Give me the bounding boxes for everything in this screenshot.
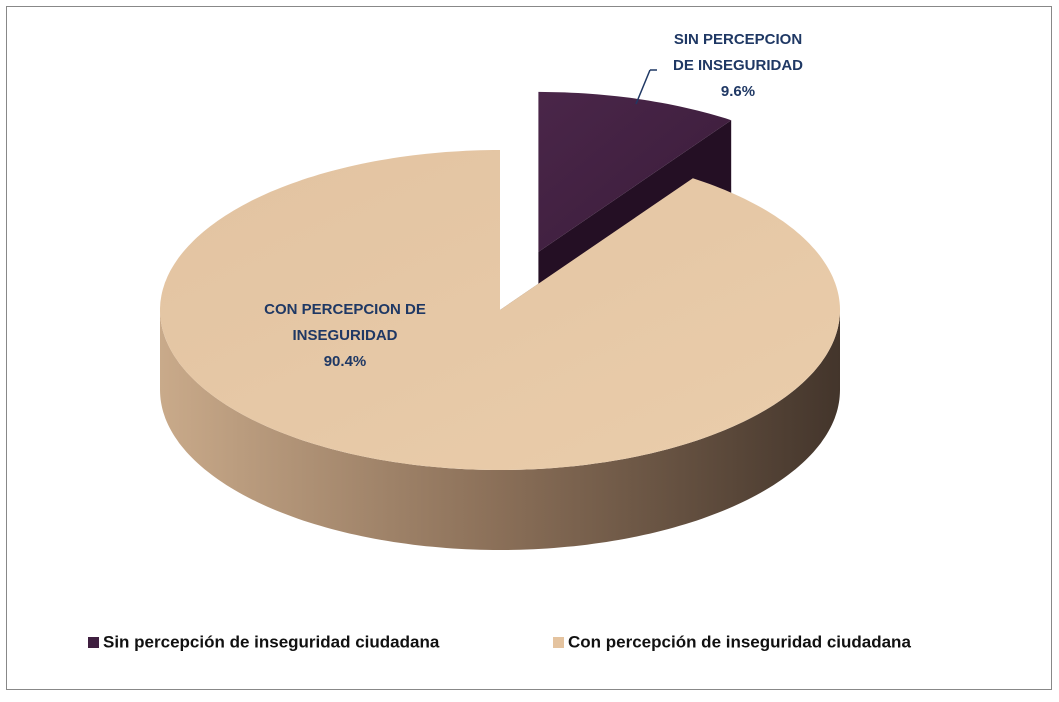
- slice-side: [160, 310, 840, 550]
- legend-swatch: [553, 637, 564, 648]
- data-label-value: 90.4%: [324, 353, 367, 370]
- legend-label: Sin percepción de inseguridad ciudadana: [103, 632, 440, 651]
- pie-slice: [160, 150, 840, 470]
- legend: Sin percepción de inseguridad ciudadana C…: [88, 632, 911, 651]
- data-label: INSEGURIDAD: [292, 327, 397, 344]
- data-label: DE INSEGURIDAD: [673, 57, 803, 74]
- pie-slice: [538, 91, 732, 252]
- data-label: CON PERCEPCION DE: [264, 301, 426, 318]
- legend-swatch: [88, 637, 99, 648]
- leader-line: [635, 69, 651, 105]
- pie: [160, 91, 840, 550]
- chart-border: [6, 6, 1052, 690]
- data-label-value: 9.6%: [721, 83, 755, 100]
- legend-label: Con percepción de inseguridad ciudadana: [568, 632, 911, 651]
- data-label: SIN PERCEPCION: [674, 31, 802, 48]
